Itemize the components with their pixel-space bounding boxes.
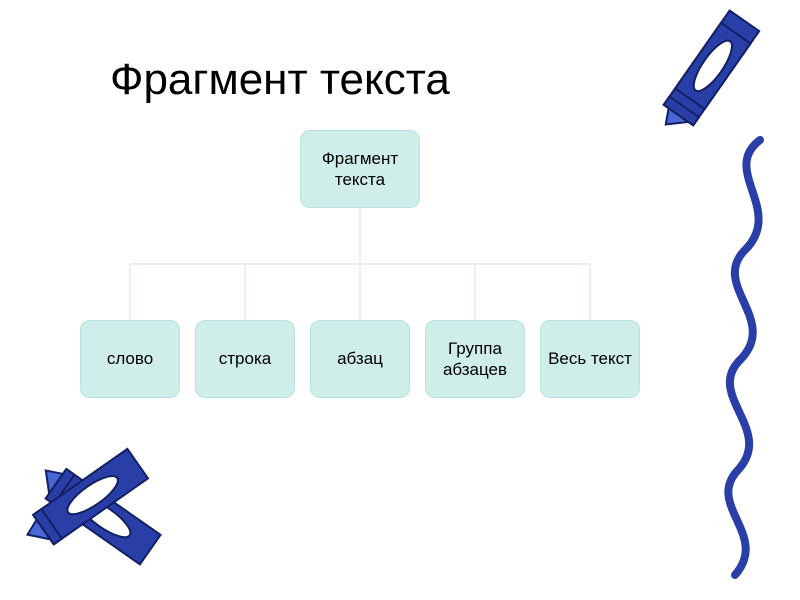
- node-root: Фрагмент текста: [300, 130, 420, 208]
- diagram-container: Фрагмент текста слово строка абзац Групп…: [75, 130, 645, 410]
- page-title: Фрагмент текста: [110, 55, 450, 105]
- node-child-0: слово: [80, 320, 180, 398]
- node-child-1: строка: [195, 320, 295, 398]
- crayons-bottom-left-icon: [5, 430, 235, 600]
- node-child-2: абзац: [310, 320, 410, 398]
- node-child-3: Группа абзацев: [425, 320, 525, 398]
- node-child-4: Весь текст: [540, 320, 640, 398]
- crayon-top-right-icon: [620, 0, 800, 150]
- squiggle-right-icon: [690, 130, 800, 600]
